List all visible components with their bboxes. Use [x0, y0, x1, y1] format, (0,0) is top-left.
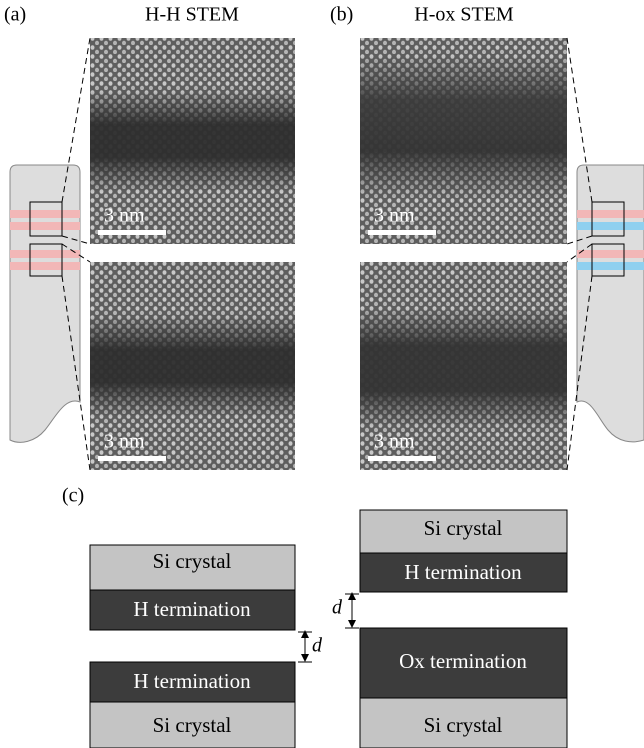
panel-label: (c) — [62, 485, 84, 507]
gap-label: d — [332, 597, 343, 619]
panel-label: (b) — [330, 4, 353, 26]
layer-label: Si crystal — [424, 713, 503, 737]
layer-stack: Si crystal H termination Ox termination … — [332, 510, 567, 748]
layer-label: Si crystal — [153, 713, 232, 737]
scale-bar — [98, 230, 166, 235]
layer-label: Si crystal — [153, 549, 232, 573]
sample-schematic — [567, 38, 644, 470]
layer-stack: Si crystal H termination H termination S… — [90, 545, 323, 748]
scale-bar — [368, 456, 436, 461]
scale-label: 3 nm — [374, 205, 415, 227]
panel-title: H-H STEM — [145, 4, 239, 26]
layer-label: H termination — [404, 560, 522, 584]
figure: (a) H-H STEM (b) H-ox STEM 3 nm 3 nm 3 n… — [0, 0, 644, 748]
gap-label: d — [312, 635, 323, 657]
layer-label: Ox termination — [399, 649, 527, 673]
layer-label: Si crystal — [424, 516, 503, 540]
layer-label: H termination — [133, 597, 251, 621]
panel-title: H-ox STEM — [414, 4, 514, 26]
scale-label: 3 nm — [104, 205, 145, 227]
scale-label: 3 nm — [374, 431, 415, 453]
scale-bar — [98, 456, 166, 461]
sample-schematic — [10, 38, 90, 470]
layer-label: H termination — [133, 669, 251, 693]
panel-label: (a) — [4, 4, 26, 26]
scale-bar — [368, 230, 436, 235]
scale-label: 3 nm — [104, 431, 145, 453]
page: {"panel_a": {"label": "(a)", "title": "H… — [0, 0, 644, 748]
